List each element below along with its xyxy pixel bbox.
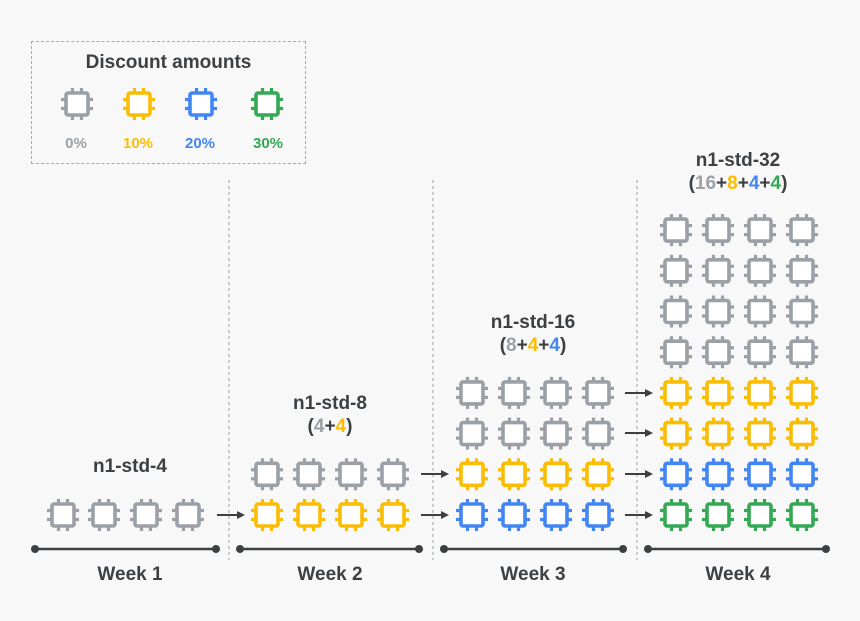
chip-icon <box>377 499 409 531</box>
chip-icon <box>702 499 734 531</box>
chip-icon <box>498 417 530 450</box>
chip-icon <box>702 254 734 287</box>
chip-icon <box>744 336 776 369</box>
chip-icon <box>744 295 776 328</box>
breakdown-week-4: (16+8+4+4) <box>688 173 788 194</box>
timeline-bar <box>31 545 220 553</box>
chip-icon <box>540 499 572 531</box>
chip-icon <box>660 295 692 328</box>
machine-label-week-1: n1-std-4 <box>93 456 167 477</box>
chip-icon <box>660 214 692 247</box>
breakdown-part: 8 <box>506 335 517 356</box>
breakdown-part: 4 <box>335 416 347 437</box>
breakdown-part: 4 <box>527 335 539 356</box>
timeline-bar <box>440 545 627 553</box>
chip-icon <box>786 417 818 450</box>
chip-icon <box>251 458 283 491</box>
chip-icon <box>540 458 572 491</box>
chip-icon <box>582 417 614 450</box>
chip-icon <box>786 499 818 531</box>
week-label-1: Week 1 <box>97 564 163 585</box>
week-label-3: Week 3 <box>500 564 566 585</box>
chip-icon <box>540 417 572 450</box>
breakdown-part: 4 <box>313 416 325 437</box>
chip-icon <box>660 376 692 409</box>
chip-icon <box>660 336 692 369</box>
breakdown-part: 4 <box>748 173 760 194</box>
chip-icon <box>786 336 818 369</box>
legend-chip-icon-30 <box>251 88 283 120</box>
chip-icon <box>702 295 734 328</box>
chip-icon <box>660 499 692 531</box>
week-label-4: Week 4 <box>705 564 771 585</box>
legend-title: Discount amounts <box>85 52 252 73</box>
breakdown-part: 4 <box>549 335 560 356</box>
chip-icon <box>456 417 488 450</box>
legend-label-20: 20% <box>184 135 216 152</box>
chip-icon <box>456 458 488 491</box>
chip-icon <box>744 417 776 450</box>
chip-icon <box>744 376 776 409</box>
timeline-bar <box>236 545 423 553</box>
chip-icon <box>582 499 614 531</box>
machine-label-week-2: n1-std-8 <box>293 393 367 414</box>
chip-icon <box>702 336 734 369</box>
chip-icon <box>702 458 734 491</box>
legend-label-10: 10% <box>122 135 154 152</box>
chip-icon <box>582 376 614 409</box>
chip-icon <box>744 458 776 491</box>
breakdown-part: 8 <box>727 173 738 194</box>
chip-icon <box>660 254 692 287</box>
chip-icon <box>293 499 325 531</box>
legend-label-30: 30% <box>252 135 284 152</box>
chip-icon <box>786 295 818 328</box>
chip-icon <box>540 376 572 409</box>
chip-icon <box>130 499 162 531</box>
legend: Discount amounts 0% 10% 20% 30% <box>31 41 306 164</box>
breakdown-part: 4 <box>770 173 782 194</box>
legend-chip-icon-20 <box>185 88 217 120</box>
chip-icon <box>702 376 734 409</box>
chip-icon <box>786 214 818 247</box>
breakdown-week-2: (4+4) <box>307 416 353 437</box>
chip-icon <box>456 376 488 409</box>
legend-chip-icon-10 <box>123 88 155 120</box>
chip-icon <box>251 499 283 531</box>
breakdown-week-3: (8+4+4) <box>499 335 567 356</box>
machine-label-week-3: n1-std-16 <box>490 312 576 333</box>
chip-icon <box>335 458 367 491</box>
chip-icon <box>498 458 530 491</box>
chip-icon <box>660 417 692 450</box>
chip-icon <box>660 458 692 491</box>
timeline-bar <box>644 545 830 553</box>
legend-label-0: 0% <box>65 135 87 152</box>
chip-icon <box>744 499 776 531</box>
chip-icon <box>498 499 530 531</box>
chip-icon <box>744 214 776 247</box>
legend-chip-icon-0 <box>61 88 93 120</box>
chip-icon <box>702 417 734 450</box>
breakdown-part: 16 <box>694 173 717 194</box>
chip-icon <box>88 499 120 531</box>
chip-icon <box>744 254 776 287</box>
chip-icon <box>172 499 204 531</box>
chip-icon <box>47 499 79 531</box>
chip-icon <box>456 499 488 531</box>
chip-icon <box>702 214 734 247</box>
chip-icon <box>293 458 325 491</box>
week-label-2: Week 2 <box>297 564 363 585</box>
chip-icon <box>786 376 818 409</box>
chip-icon <box>335 499 367 531</box>
machine-label-week-4: n1-std-32 <box>695 150 781 171</box>
chip-icon <box>377 458 409 491</box>
chip-icon <box>786 254 818 287</box>
chip-icon <box>786 458 818 491</box>
chip-icon <box>582 458 614 491</box>
chip-icon <box>498 376 530 409</box>
